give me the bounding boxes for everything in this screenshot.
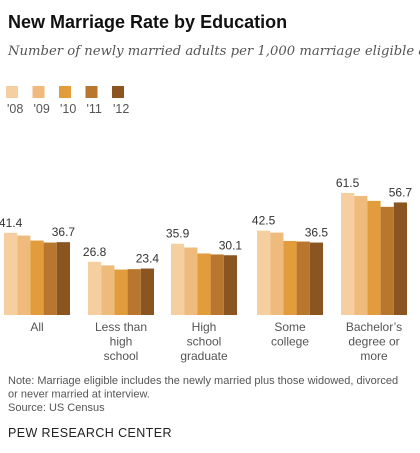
category-label-2-line-0: High [192,320,217,334]
legend-label-4: '12 [113,102,129,116]
bar-0-3 [43,242,57,315]
brand-label: PEW RESEARCH CENTER [8,426,172,440]
legend-swatch-1 [32,86,45,98]
bar-0-1 [17,235,31,315]
bar-1-3 [127,269,141,315]
bar-1-0 [88,261,102,315]
note-line-0: Note: Marriage eligible includes the new… [8,375,398,387]
legend-swatch-4 [112,86,124,98]
value-label-0-first: 41.4 [0,216,23,230]
bar-2-4 [223,255,237,315]
category-label-3-line-0: Some [274,320,306,334]
category-label-3-line-1: college [271,335,309,349]
value-label-4-first: 61.5 [336,176,360,190]
bar-0-4 [56,242,70,315]
category-label-1-line-1: high [110,335,133,349]
bar-3-2 [283,240,297,315]
bar-4-1 [354,195,368,315]
legend-swatch-3 [85,86,98,98]
category-label-4-line-0: Bachelor’s [346,320,402,334]
value-label-4-last: 56.7 [389,186,413,200]
legend-swatch-2 [59,86,71,98]
value-label-3-last: 36.5 [305,226,329,240]
bar-4-2 [367,200,381,315]
bars [4,192,407,316]
bar-3-1 [270,232,284,315]
bar-4-4 [393,202,407,315]
note-line-1: or never married at interview. [8,389,150,401]
bar-4-3 [380,206,394,315]
category-label-1-line-0: Less than [95,320,147,334]
category-label-4-line-1: degree or [348,335,399,349]
value-label-3-first: 42.5 [252,214,276,228]
bar-4-0 [341,192,355,315]
category-label-4-line-2: more [360,349,388,363]
bar-2-1 [184,247,198,315]
bar-2-3 [210,254,224,315]
category-label-2-line-1: school [187,335,222,349]
bar-3-0 [257,230,271,315]
bar-1-4 [140,268,154,315]
legend-swatch-0 [6,86,18,98]
legend-label-2: '10 [60,102,76,116]
bar-1-2 [114,269,128,315]
chart-title: New Marriage Rate by Education [8,12,287,32]
category-label-2-line-2: graduate [180,349,228,363]
bar-3-3 [296,241,310,316]
value-labels: 41.4 36.7 26.8 23.4 35.9 30.1 42.5 36.5 61.5 56.7 [0,176,412,266]
category-label-1-line-2: school [104,349,139,363]
category-label-0-line-0: All [30,320,43,334]
notes: Note: Marriage eligible includes the new… [8,375,398,414]
value-label-2-last: 30.1 [219,238,243,252]
value-label-2-first: 35.9 [166,227,190,241]
category-labels: All Less thanhighschoolHighschoolgraduate… [30,320,402,363]
chart-subtitle: Number of newly married adults per 1,000… [7,44,420,59]
value-label-1-first: 26.8 [83,245,107,259]
bar-0-0 [4,232,18,315]
bar-2-0 [171,243,185,315]
value-label-0-last: 36.7 [52,225,76,239]
bar-1-1 [101,265,115,316]
value-label-1-last: 23.4 [136,252,160,266]
note-line-2: Source: US Census [8,402,105,414]
legend-label-1: '09 [34,102,50,116]
bar-0-2 [30,240,44,315]
bar-2-2 [197,253,211,316]
bar-3-4 [309,242,323,315]
legend-label-0: '08 [7,102,23,116]
legend: '08 '09 '10 '11 '12 [6,86,129,116]
legend-label-3: '11 [87,102,102,116]
